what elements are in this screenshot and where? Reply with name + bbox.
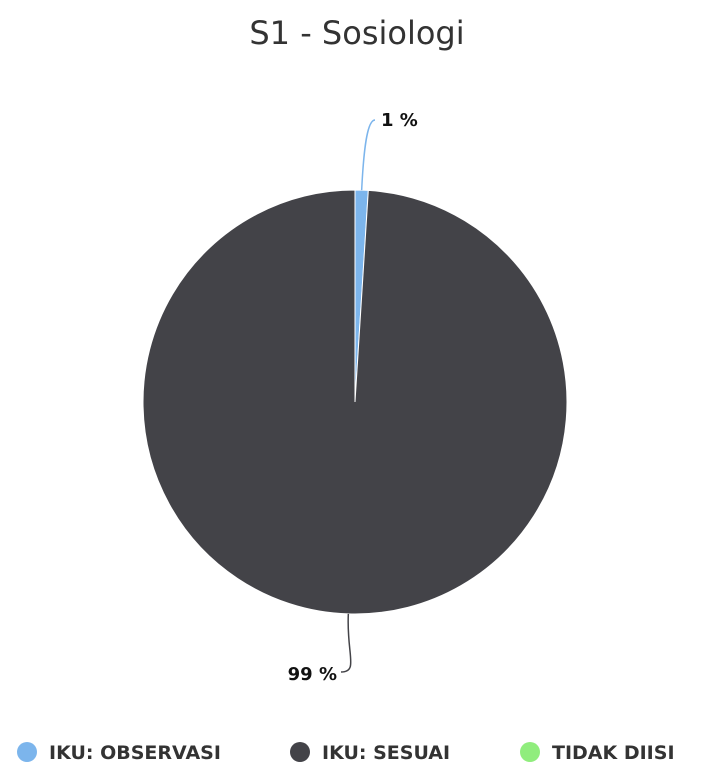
data-label-iku-sesuai: 99 % (288, 664, 337, 685)
pie-slice-iku-sesuai[interactable] (142, 189, 568, 615)
data-label-iku-observasi: 1 % (381, 110, 418, 131)
data-labels: 1 % 99 % (288, 110, 418, 685)
chart-title: S1 - Sosiologi (249, 14, 464, 52)
legend-marker-iku-sesuai[interactable] (290, 742, 310, 762)
connector-iku-sesuai (340, 613, 352, 673)
legend-label-iku-observasi[interactable]: IKU: OBSERVASI (49, 742, 221, 764)
legend-marker-tidak-diisi[interactable] (520, 742, 540, 762)
legend-label-iku-sesuai[interactable]: IKU: SESUAI (322, 742, 450, 764)
pie-slices (142, 189, 568, 615)
legend-marker-iku-observasi[interactable] (17, 742, 37, 762)
legend: IKU: OBSERVASI IKU: SESUAI TIDAK DIISI (17, 742, 675, 764)
legend-label-tidak-diisi[interactable]: TIDAK DIISI (552, 742, 675, 764)
connector-iku-observasi (360, 119, 376, 191)
label-connectors (340, 119, 376, 673)
